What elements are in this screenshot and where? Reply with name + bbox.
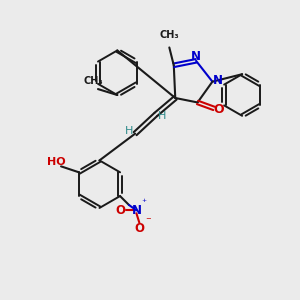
Text: H: H [124,126,133,136]
Text: N: N [191,50,201,63]
Text: CH₃: CH₃ [160,30,179,40]
Text: N: N [131,204,141,217]
Text: N: N [213,74,224,87]
Text: O: O [213,103,224,116]
Text: $^-$: $^-$ [144,216,152,226]
Text: HO: HO [47,157,65,167]
Text: CH₃: CH₃ [84,76,103,86]
Text: H: H [158,111,166,122]
Text: O: O [116,204,126,217]
Text: O: O [134,222,144,235]
Text: $^+$: $^+$ [140,198,148,207]
